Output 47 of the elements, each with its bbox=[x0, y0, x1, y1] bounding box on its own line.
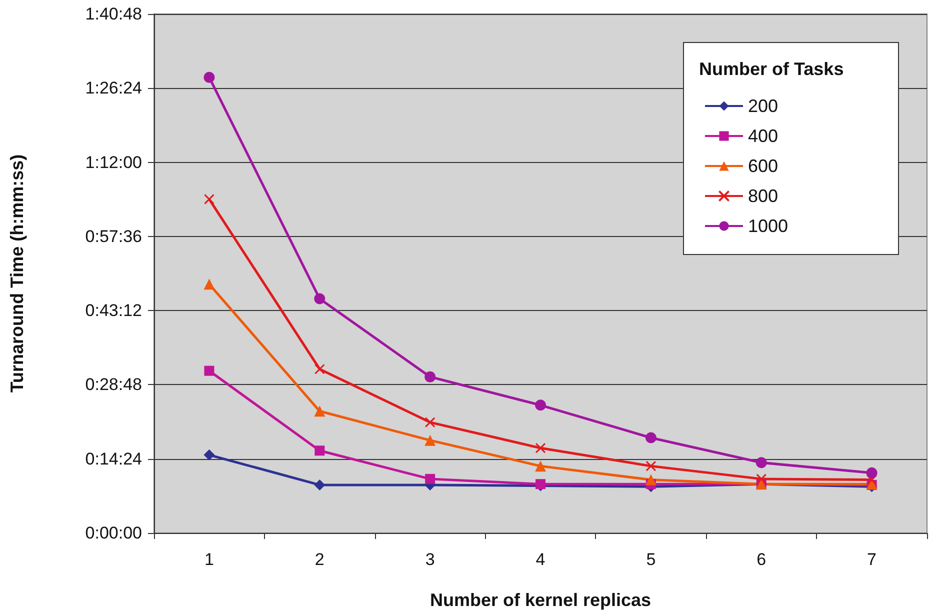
y-tick-label: 1:40:48 bbox=[85, 4, 142, 24]
point bbox=[535, 400, 546, 411]
legend-label: 800 bbox=[748, 186, 778, 206]
x-tick-label: 3 bbox=[425, 550, 435, 569]
point bbox=[866, 474, 878, 486]
legend-label: 1000 bbox=[748, 216, 788, 236]
point bbox=[314, 479, 326, 490]
y-tick-label: 0:43:12 bbox=[85, 301, 142, 320]
point bbox=[645, 432, 656, 444]
y-tick-label: 1:26:24 bbox=[85, 78, 142, 98]
point bbox=[535, 442, 546, 454]
y-tick-label: 1:12:00 bbox=[85, 152, 142, 172]
point bbox=[645, 474, 656, 486]
y-tick-label: 0:28:48 bbox=[85, 375, 142, 394]
point bbox=[204, 366, 214, 376]
point bbox=[314, 293, 326, 304]
legend-label: 600 bbox=[748, 156, 778, 176]
point bbox=[424, 434, 436, 446]
point bbox=[756, 474, 767, 484]
point bbox=[425, 474, 436, 484]
y-tick-label: 0:14:24 bbox=[85, 449, 142, 468]
legend-label: 200 bbox=[748, 96, 778, 116]
point bbox=[314, 446, 325, 456]
point bbox=[424, 371, 436, 382]
x-tick-label: 2 bbox=[314, 550, 324, 569]
x-tick-label: 7 bbox=[867, 550, 877, 569]
point bbox=[204, 449, 215, 460]
legend-title: Number of Tasks bbox=[699, 59, 844, 79]
point bbox=[204, 278, 215, 290]
point bbox=[424, 417, 436, 428]
point bbox=[314, 406, 326, 417]
point bbox=[314, 364, 325, 374]
point bbox=[204, 194, 214, 204]
point bbox=[535, 460, 546, 472]
point bbox=[646, 460, 656, 472]
x-tick-label: 6 bbox=[756, 550, 766, 569]
x-axis-title: Number of kernel replicas bbox=[430, 590, 652, 610]
y-tick-label: 0:00:00 bbox=[85, 524, 142, 542]
legend-label: 400 bbox=[748, 126, 778, 146]
point bbox=[756, 457, 767, 468]
point bbox=[866, 467, 878, 478]
x-tick-label: 1 bbox=[204, 550, 214, 569]
point bbox=[204, 72, 215, 83]
y-tick-label: 0:57:36 bbox=[85, 226, 142, 246]
x-tick-label: 5 bbox=[646, 550, 656, 569]
x-tick-label: 4 bbox=[536, 550, 546, 569]
y-axis-title: Turnaround Time (h:mm:ss) bbox=[7, 154, 27, 393]
